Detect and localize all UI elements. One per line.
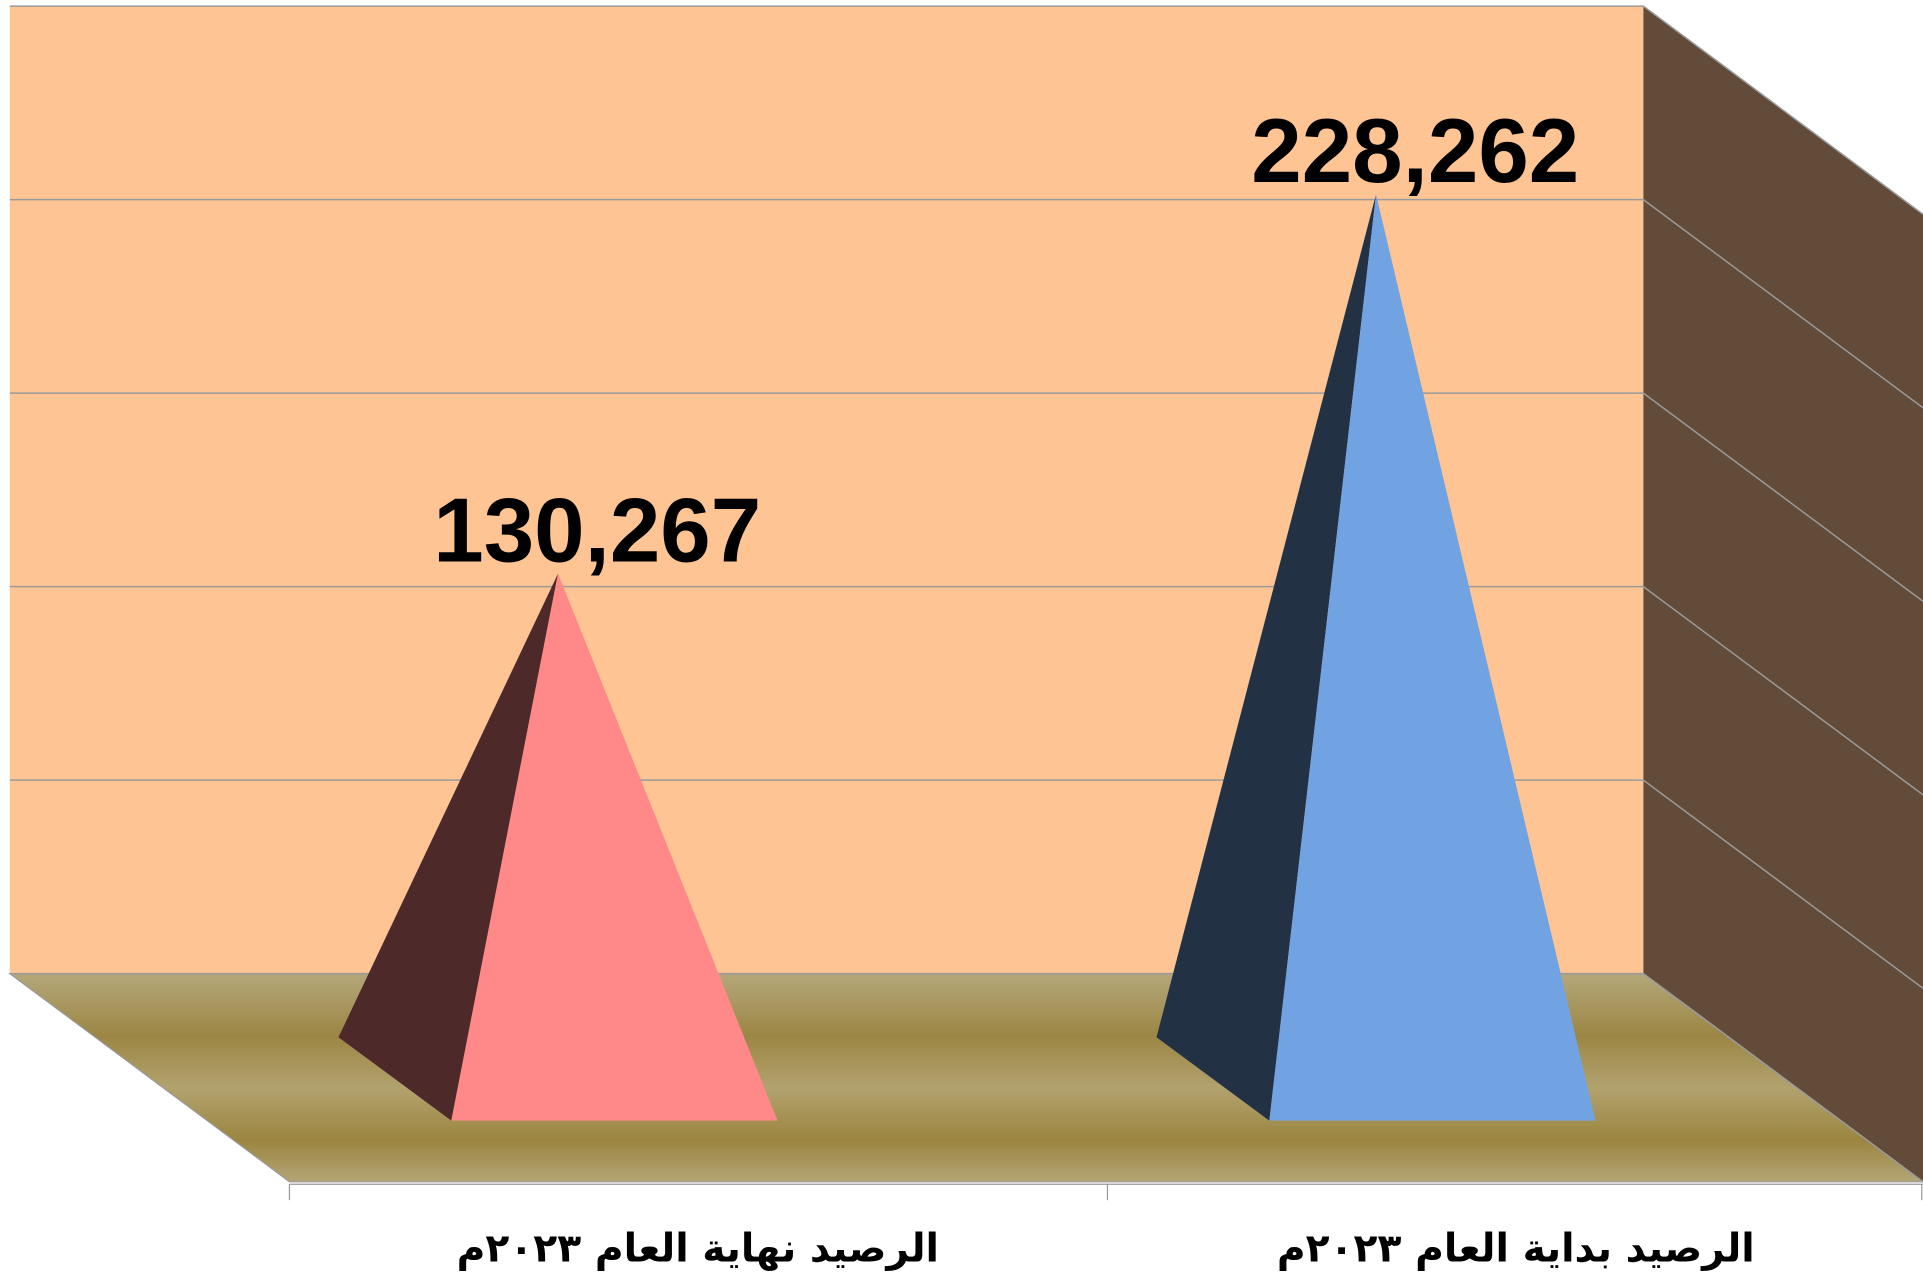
pyramid bbox=[451, 573, 778, 1121]
pyramid bbox=[1269, 194, 1596, 1121]
pyramid-side bbox=[1156, 194, 1377, 1121]
value-label: 130,267 bbox=[433, 480, 761, 581]
grid-line bbox=[9, 5, 1923, 215]
pyramid-side bbox=[338, 573, 559, 1121]
x-tick-label: الرصيد نهاية العام ٢٠٢٣م bbox=[457, 1226, 939, 1271]
floor bbox=[7, 972, 1923, 1183]
value-label: 228,262 bbox=[1251, 101, 1579, 202]
grid-line bbox=[9, 198, 1923, 409]
side-wall bbox=[1643, 6, 1923, 1182]
x-tick-label: الرصيد بداية العام ٢٠٢٣م bbox=[1277, 1226, 1755, 1271]
back-wall bbox=[9, 6, 1644, 974]
grid-line bbox=[9, 392, 1923, 602]
